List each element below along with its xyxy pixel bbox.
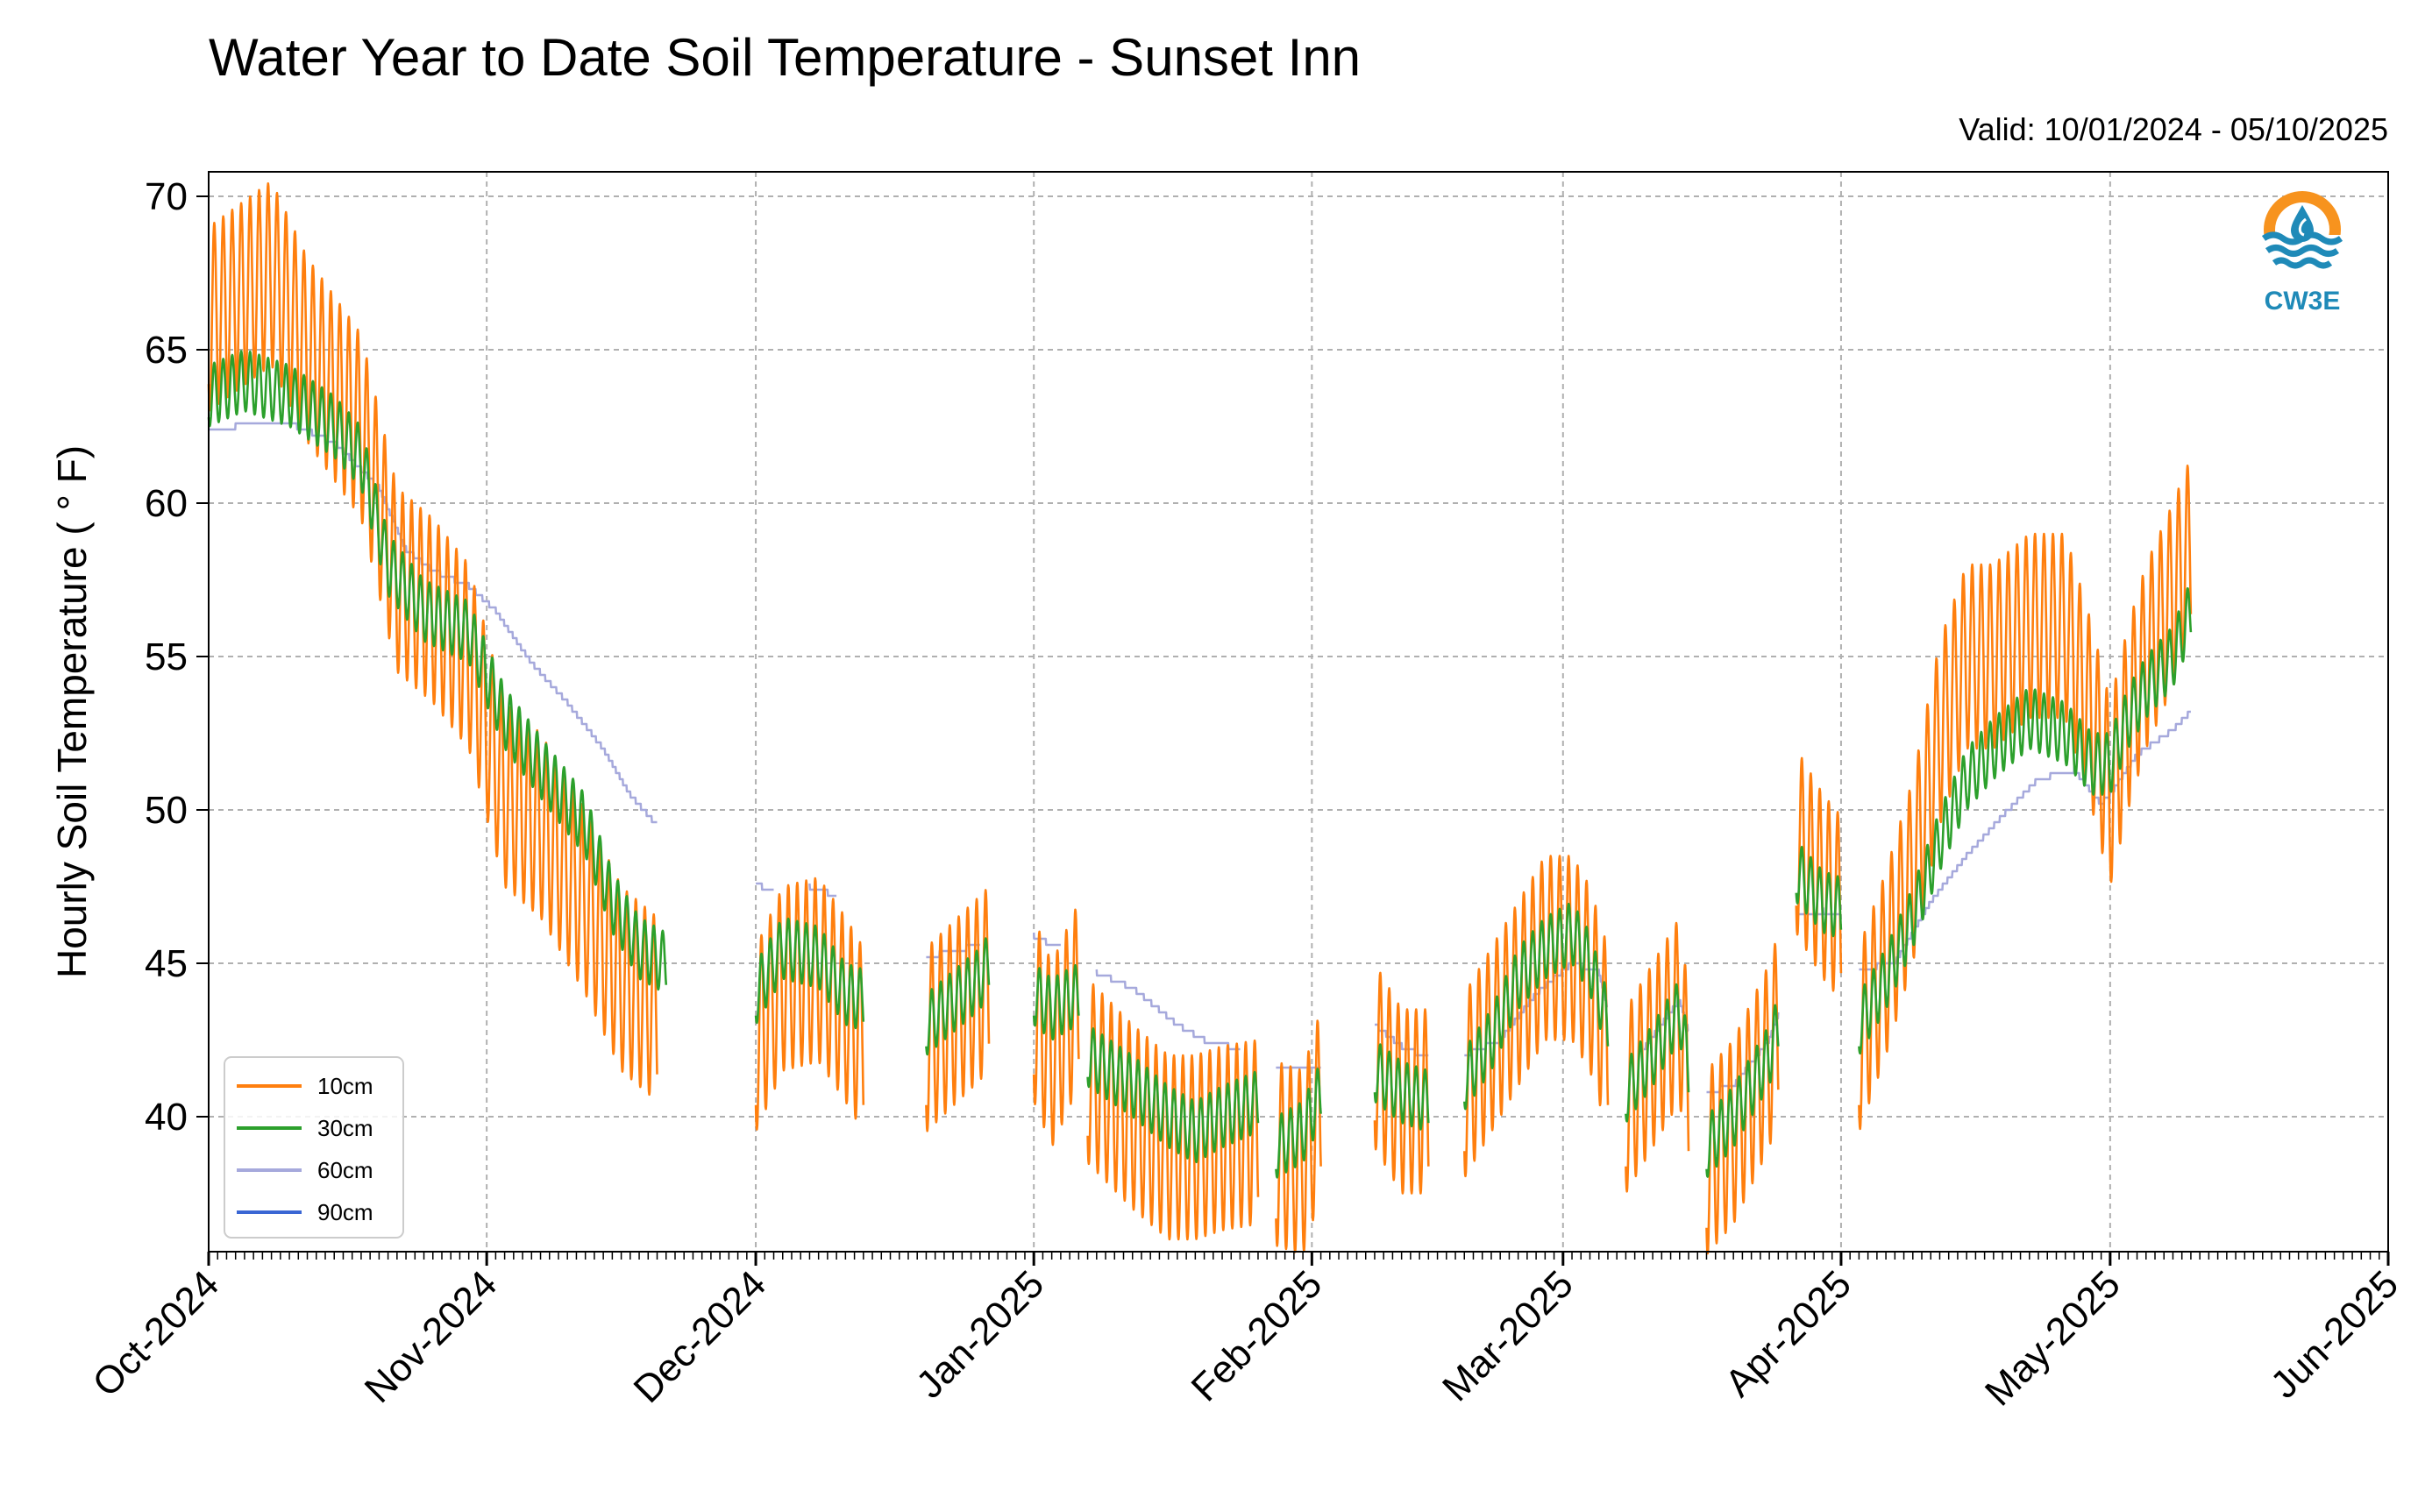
series-line — [1795, 906, 1842, 916]
series-line — [1095, 969, 1241, 1051]
x-tick-label: Jun-2025 — [2263, 1262, 2407, 1406]
legend-box — [224, 1056, 404, 1239]
x-tick-label: Jan-2025 — [908, 1262, 1052, 1406]
series-line — [755, 882, 775, 891]
legend: 10cm 30cm 60cm 90cm — [224, 1056, 404, 1239]
x-tick-label: May-2025 — [1977, 1262, 2129, 1414]
y-tick-label: 65 — [145, 329, 188, 372]
x-tick-label: Dec-2024 — [626, 1262, 775, 1411]
series-line — [1705, 942, 1780, 1255]
series-line — [1463, 902, 1610, 1111]
series-line — [925, 889, 991, 1132]
series-line — [1032, 963, 1080, 1041]
series-line — [1373, 1043, 1430, 1131]
x-minor-ticks — [208, 1252, 2389, 1260]
y-tick-label: 50 — [145, 789, 188, 832]
x-tick-label: Feb-2025 — [1184, 1262, 1331, 1409]
legend-label: 60cm — [317, 1157, 373, 1183]
series-line — [207, 350, 668, 991]
series-line — [208, 422, 658, 824]
logo-wave-2 — [2265, 245, 2340, 257]
series-line — [1275, 1068, 1322, 1179]
legend-label: 10cm — [317, 1073, 373, 1099]
x-tick-label: Nov-2024 — [357, 1262, 506, 1411]
series-line — [1858, 465, 2193, 1131]
series-line — [1374, 1023, 1430, 1057]
y-tick-label: 40 — [145, 1096, 188, 1139]
y-tick-label: 70 — [145, 175, 188, 218]
chart-title: Water Year to Date Soil Temperature - Su… — [209, 28, 1361, 87]
legend-label: 90cm — [317, 1199, 373, 1225]
legend-label: 30cm — [317, 1115, 373, 1141]
plot-frame — [208, 171, 2389, 1253]
y-tick-label: 45 — [145, 942, 188, 985]
series-line — [925, 937, 991, 1056]
series-line — [1463, 855, 1610, 1178]
y-axis: 40 45 50 55 60 65 70 — [145, 175, 209, 1139]
logo-drop-swirl — [2298, 217, 2307, 237]
series-line — [754, 917, 865, 1030]
cw3e-logo: CW3E — [2261, 191, 2343, 316]
x-axis: Oct-2024 Nov-2024 Dec-2024 Jan-2025 Feb-2025… — [84, 1252, 2407, 1414]
y-axis-label: Hourly Soil Temperature ( ° F) — [49, 445, 95, 978]
logo-text: CW3E — [2265, 287, 2341, 316]
series-line — [1625, 983, 1690, 1123]
series-line — [754, 877, 865, 1131]
series-line — [1705, 1004, 1780, 1178]
x-tick-label: Apr-2025 — [1717, 1262, 1860, 1405]
x-tick-label: Mar-2025 — [1434, 1262, 1582, 1409]
series-line — [925, 943, 981, 959]
series-line — [1795, 756, 1843, 992]
series-10cm — [207, 182, 2193, 1255]
series-line — [1373, 971, 1430, 1195]
series-layer — [207, 182, 2193, 1255]
series-60cm — [208, 422, 2192, 1094]
series-line — [1858, 587, 2193, 1055]
series-30cm — [207, 350, 2193, 1179]
series-line — [1086, 1027, 1260, 1164]
y-tick-label: 55 — [145, 635, 188, 678]
x-tick-label: Oct-2024 — [84, 1262, 227, 1405]
series-line — [1795, 846, 1843, 938]
logo-wave-3 — [2272, 257, 2333, 269]
y-tick-label: 60 — [145, 482, 188, 525]
chart-subtitle: Valid: 10/01/2024 - 05/10/2025 — [1959, 111, 2388, 147]
